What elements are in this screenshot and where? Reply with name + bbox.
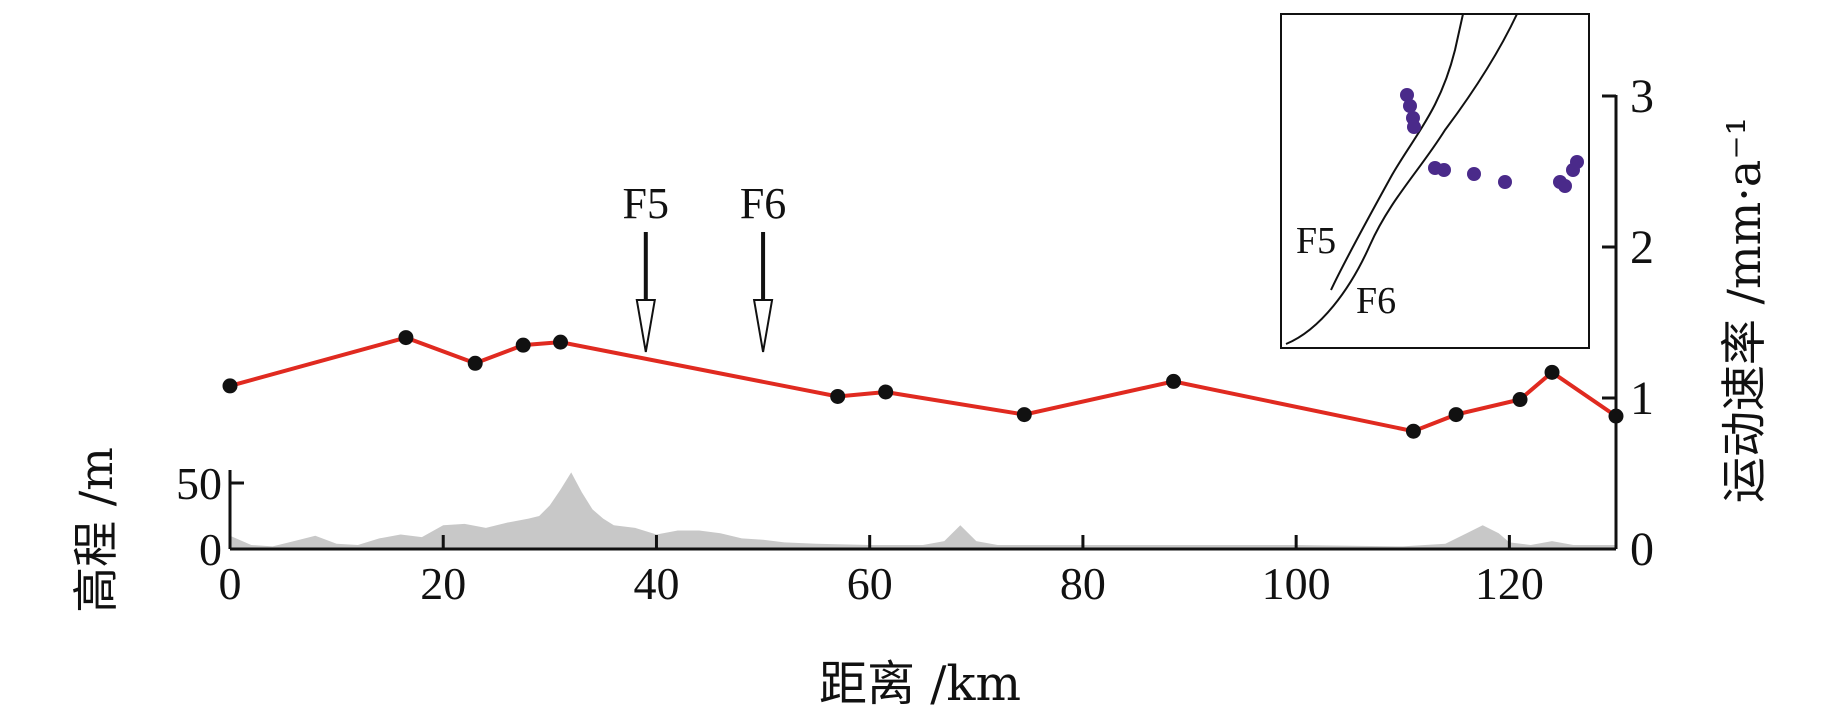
rate-data-point — [515, 337, 531, 353]
inset-point — [1400, 88, 1414, 102]
x-tick-label: 120 — [1475, 558, 1544, 609]
right-y-tick-label: 1 — [1630, 372, 1654, 425]
inset-fault-f5-line — [1330, 13, 1464, 291]
elevation-area — [230, 472, 1616, 549]
x-tick-label: 60 — [847, 558, 893, 609]
rate-data-point — [1016, 407, 1032, 423]
x-tick-label: 0 — [219, 558, 242, 609]
right-y-tick-label: 2 — [1630, 221, 1654, 274]
rate-data-point — [467, 355, 483, 371]
inset-map: F5 F6 — [1280, 13, 1590, 349]
x-tick-label: 80 — [1060, 558, 1106, 609]
rate-data-point — [222, 378, 238, 394]
inset-label-f6: F6 — [1356, 280, 1396, 322]
elevation-area-layer — [230, 472, 1616, 549]
fault-annotations: F5 F6 — [623, 179, 786, 353]
rate-data-point — [878, 384, 894, 400]
inset-frame — [1280, 13, 1590, 349]
fault-arrow-head — [752, 299, 774, 353]
fault-label-f5: F5 — [623, 179, 669, 228]
inset-point — [1558, 179, 1572, 193]
inset-point — [1498, 175, 1512, 189]
rate-data-point — [830, 388, 846, 404]
right-y-tick-label: 3 — [1630, 70, 1654, 123]
fault-arrow-head — [635, 299, 656, 353]
rate-data-point — [1405, 423, 1421, 439]
x-tick-label: 20 — [420, 558, 466, 609]
x-tick-label: 100 — [1262, 558, 1331, 609]
inset-point — [1403, 99, 1417, 113]
left-axis-title: 高程 /m — [69, 447, 123, 613]
rate-data-point — [553, 334, 569, 350]
left-y-tick-label: 50 — [176, 458, 222, 509]
inset-point — [1570, 155, 1584, 169]
x-tick-label: 40 — [633, 558, 679, 609]
inset-point — [1467, 167, 1481, 181]
inset-fault-f6-line — [1285, 13, 1518, 345]
rate-data-point — [1512, 392, 1528, 408]
inset-label-f5: F5 — [1296, 220, 1336, 262]
rate-data-point — [1448, 407, 1464, 423]
rate-data-point — [1544, 364, 1560, 380]
left-y-tick-label: 0 — [199, 524, 222, 575]
rate-series-line — [229, 335, 1618, 434]
rate-data-point — [398, 330, 414, 346]
rate-data-point — [1166, 373, 1182, 389]
inset-points — [1400, 88, 1584, 193]
fault-label-f6: F6 — [740, 179, 786, 228]
rate-line-layer — [222, 330, 1624, 439]
x-axis-title: 距离 /km — [819, 656, 1021, 709]
ticks-layer: 0 20 40 60 80 100 120 0 1 2 3 0 50 — [176, 70, 1654, 609]
inset-point — [1437, 163, 1451, 177]
inset-point — [1407, 120, 1421, 134]
right-axis-title: 运动速率 /mm·a⁻¹ — [1717, 117, 1771, 503]
rate-data-point — [1608, 408, 1624, 424]
right-y-tick-label: 0 — [1630, 523, 1654, 576]
